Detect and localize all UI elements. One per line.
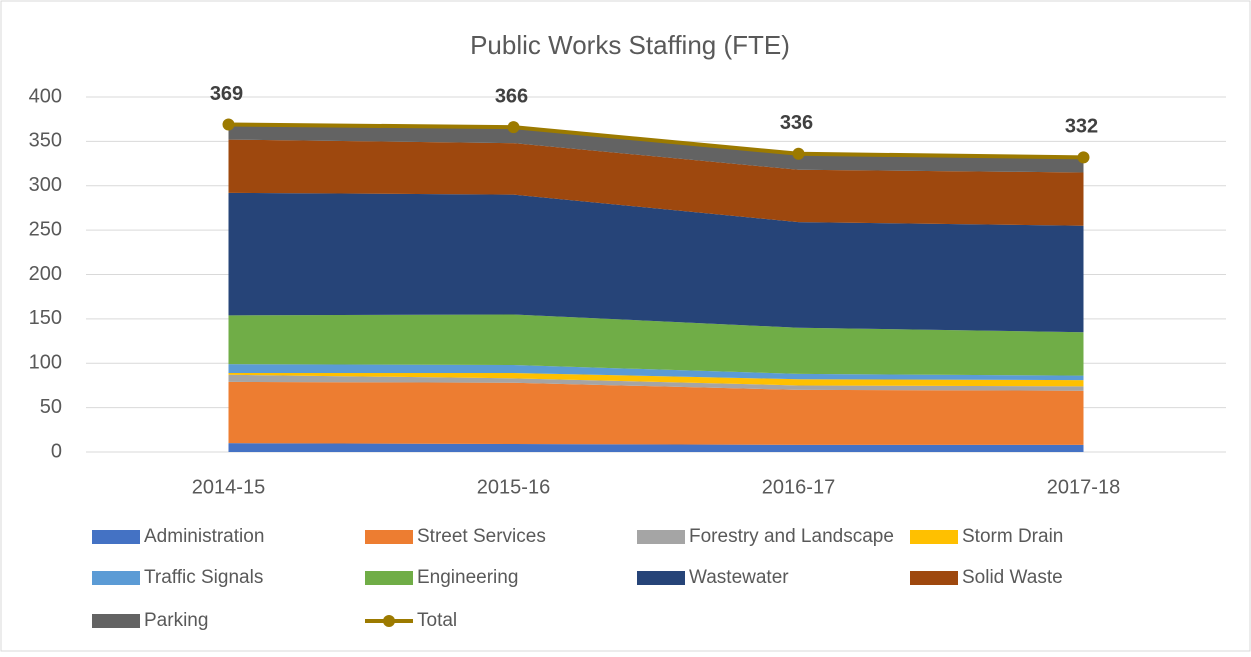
area	[228, 364, 1084, 381]
total-marker	[1077, 151, 1090, 164]
data-label: 336	[780, 112, 813, 134]
legend-label: Solid Waste	[962, 567, 1063, 588]
legend-marker	[383, 615, 395, 627]
legend-swatch	[92, 530, 140, 544]
data-label: 369	[210, 83, 243, 105]
area	[228, 192, 1084, 333]
area	[228, 373, 1084, 387]
area	[228, 381, 1084, 445]
y-tick-label: 400	[29, 85, 62, 107]
x-tick-label: 2014-15	[192, 476, 265, 498]
y-tick-label: 50	[40, 396, 62, 418]
legend-swatch	[92, 614, 140, 628]
y-tick-label: 200	[29, 263, 62, 285]
area	[228, 124, 1084, 173]
x-tick-label: 2016-17	[762, 476, 835, 498]
y-tick-label: 100	[29, 352, 62, 374]
legend-label: Street Services	[417, 526, 546, 547]
legend-label: Administration	[144, 526, 264, 547]
total-marker	[507, 121, 520, 134]
legend-label: Parking	[144, 610, 208, 631]
legend-swatch	[92, 571, 140, 585]
y-tick-label: 350	[29, 130, 62, 152]
legend-label: Traffic Signals	[144, 567, 263, 588]
total-marker	[222, 118, 235, 131]
legend-label: Wastewater	[689, 567, 789, 588]
area	[228, 443, 1084, 452]
x-tick-label: 2017-18	[1047, 476, 1120, 498]
y-tick-label: 150	[29, 307, 62, 329]
legend-label: Total	[417, 610, 457, 631]
area	[228, 374, 1084, 391]
total-marker	[792, 147, 805, 160]
legend-swatch	[910, 571, 958, 585]
legend-swatch	[365, 571, 413, 585]
legend-label: Engineering	[417, 567, 518, 588]
area	[228, 314, 1084, 376]
chart-title: Public Works Staffing (FTE)	[470, 30, 790, 60]
data-label: 332	[1065, 116, 1098, 138]
y-tick-label: 300	[29, 174, 62, 196]
y-tick-label: 0	[51, 440, 62, 462]
legend-swatch	[637, 530, 685, 544]
area	[228, 139, 1084, 226]
data-label: 366	[495, 85, 528, 107]
legend-swatch	[365, 530, 413, 544]
legend-swatch	[910, 530, 958, 544]
legend-swatch	[637, 571, 685, 585]
y-tick-label: 250	[29, 218, 62, 240]
legend-label: Storm Drain	[962, 526, 1063, 547]
legend-label: Forestry and Landscape	[689, 526, 894, 547]
x-tick-label: 2015-16	[477, 476, 550, 498]
total-line	[228, 122, 1084, 160]
